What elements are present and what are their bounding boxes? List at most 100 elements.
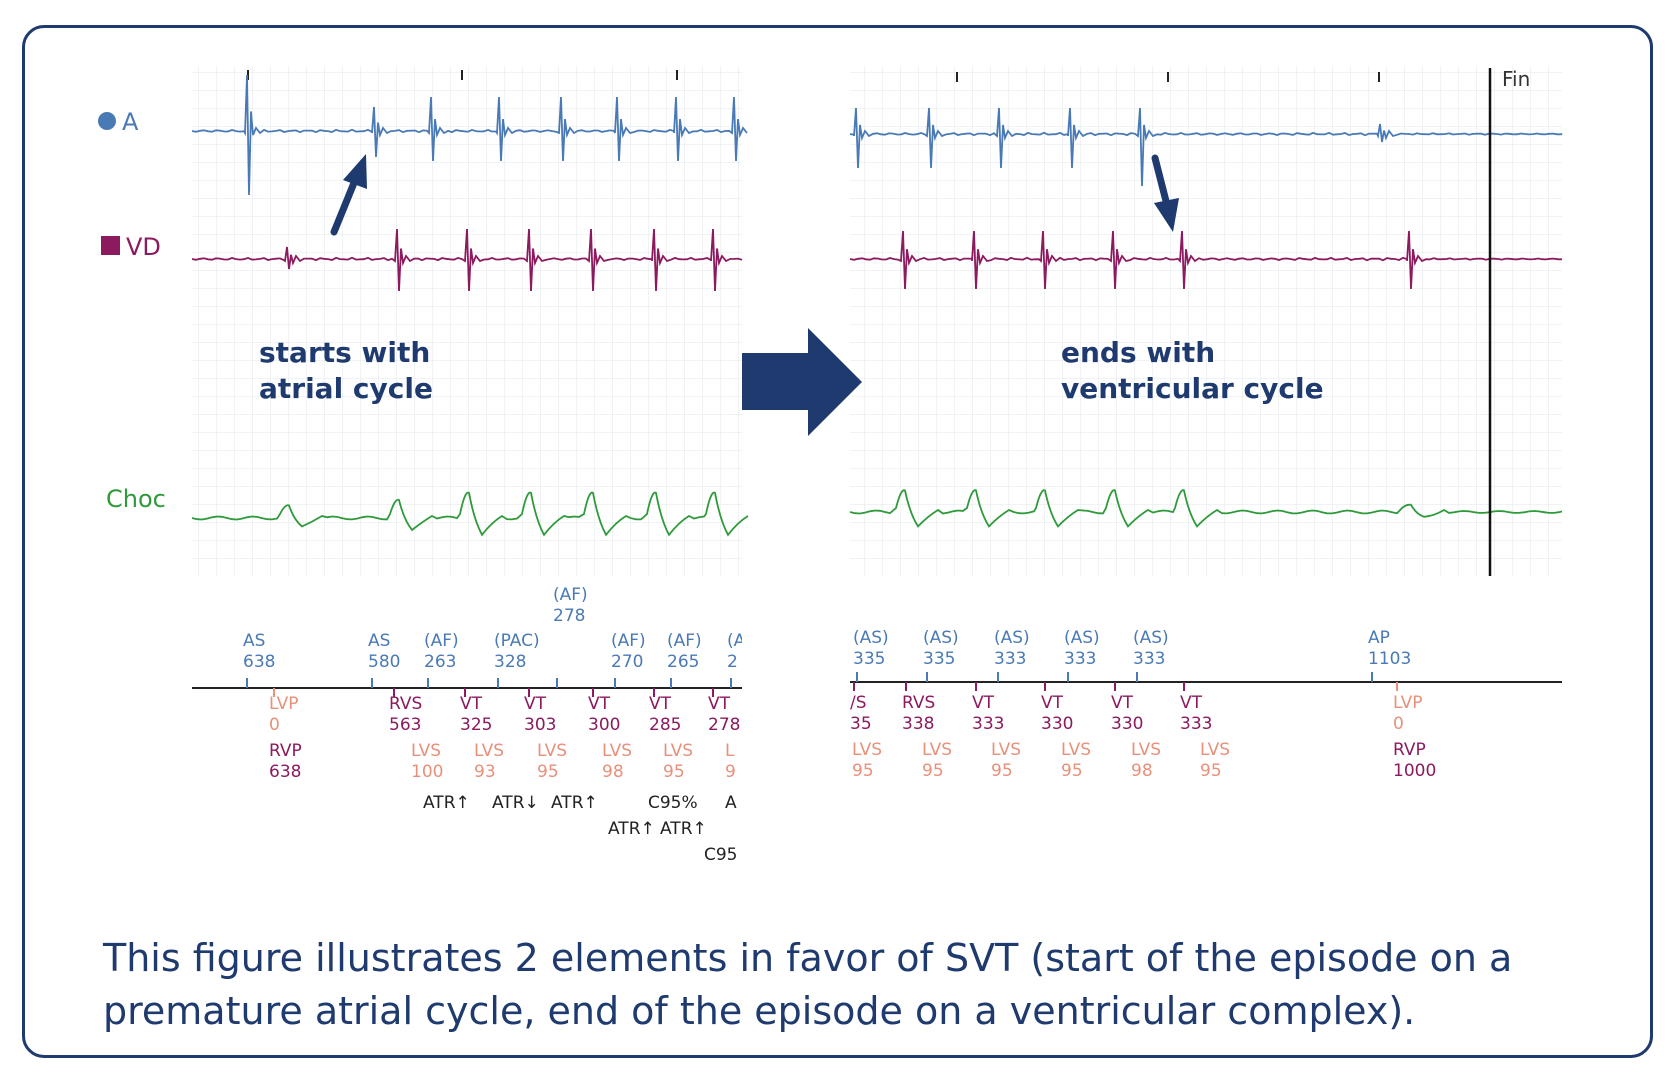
right-annotation-line1: ends with [1061,336,1215,369]
left-event-marker: ATR↑ [551,793,598,813]
left-ventricular-marker-label: VT [708,694,731,714]
down-arrow-icon [1151,154,1179,232]
right-ventricular-marker-value: 95 [1061,761,1083,781]
up-arrow-icon [330,154,367,236]
right-ventricular-trace [849,230,1562,290]
right-ventricular-marker-value: 330 [1111,714,1143,734]
left-event-marker: ATR↑ [608,819,655,839]
left-panel-clip [742,580,842,880]
episode-end-label: Fin [1502,67,1530,91]
left-atrial-trace [191,74,748,196]
left-marker-channel: AS638AS580(AF)263(PAC)328(AF)278(AF)270(… [243,580,842,880]
left-ventricular-marker-value: 98 [602,762,624,782]
right-annotation-line2: ventricular cycle [1061,372,1324,405]
right-ventricular-marker-value: 1000 [1393,761,1436,781]
left-ventricular-marker-value: 300 [588,715,620,735]
right-top-ticks [956,72,1380,82]
right-ventricular-marker-label: VT [1111,693,1134,713]
right-ventricular-marker-value: 0 [1393,714,1404,734]
left-ventricular-marker-value: 638 [269,762,301,782]
right-ventricular-marker-value: 338 [902,714,934,734]
right-ventricular-marker-label: LVP [1393,693,1422,713]
right-ventricular-marker-label: /S [850,693,867,713]
right-atrial-marker-label: (AS) [994,628,1030,648]
left-atrial-marker-value: 580 [368,652,400,672]
left-ventricular-marker-value: 303 [524,715,556,735]
right-shock-trace [849,489,1563,528]
right-atrial-marker-value: 335 [853,649,885,669]
right-ventricular-marker-label: LVS [852,740,882,760]
right-ventricular-marker-label: LVS [1061,740,1091,760]
left-event-marker: ATR↑ [423,793,470,813]
left-atrial-marker-value: 263 [424,652,456,672]
figure-caption: This figure illustrates 2 elements in fa… [103,936,1513,1033]
left-ventricular-marker-value: 0 [269,715,280,735]
right-ventricular-marker-label: VT [1041,693,1064,713]
a-channel-dot-icon [98,112,116,130]
left-ventricular-marker-label: LVS [537,741,567,761]
right-ventricular-marker-label: LVS [991,740,1021,760]
left-ventricular-marker-value: 325 [460,715,492,735]
choc-channel-label: Choc [106,485,166,513]
a-channel-label: A [122,108,139,136]
left-ventricular-marker-label: VT [649,694,672,714]
right-ventricular-marker-value: 35 [850,714,872,734]
right-ventricular-marker-label: RVP [1393,740,1426,760]
left-annotation-line2: atrial cycle [259,372,433,405]
left-event-marker: ATR↑ [660,819,707,839]
right-ventricular-marker-label: RVS [902,693,935,713]
right-grid [850,66,1562,576]
right-marker-channel: (AS)335(AS)335(AS)333(AS)333(AS)333AP110… [850,628,1436,781]
right-ventricular-marker-value: 95 [852,761,874,781]
right-ventricular-marker-value: 95 [991,761,1013,781]
left-ventricular-marker-value: 95 [663,762,685,782]
left-ventricular-marker-value: 100 [411,762,443,782]
left-atrial-marker-value: 265 [667,652,699,672]
left-ventricular-marker-label: LVS [474,741,504,761]
left-atrial-marker-value: 2 [727,652,738,672]
left-atrial-marker-value: 270 [611,652,643,672]
left-atrial-marker-label: (AF) [553,585,588,605]
left-annotation-line1: starts with [259,336,430,369]
transition-arrow-icon [742,328,862,436]
right-ventricular-marker-value: 330 [1041,714,1073,734]
left-atrial-marker-label: (AF) [424,631,459,651]
left-ventricular-trace [191,228,743,292]
right-ventricular-marker-label: LVS [1131,740,1161,760]
right-ventricular-marker-value: 333 [1180,714,1212,734]
left-ventricular-marker-label: VT [588,694,611,714]
left-atrial-marker-value: 328 [494,652,526,672]
left-ventricular-marker-label: VT [524,694,547,714]
vd-channel-label: VD [126,233,161,261]
left-atrial-marker-label: (A [727,631,746,651]
right-atrial-marker-label: (AS) [1133,628,1169,648]
right-atrial-marker-value: 333 [994,649,1026,669]
left-atrial-marker-label: (AF) [667,631,702,651]
left-event-marker: ATR↓ [492,793,539,813]
left-event-marker: C95 [704,845,738,865]
left-ventricular-marker-label: LVS [411,741,441,761]
right-atrial-marker-value: 333 [1064,649,1096,669]
left-ventricular-marker-value: 95 [537,762,559,782]
left-event-marker: C95% [648,793,698,813]
left-ventricular-marker-label: VT [460,694,483,714]
right-ventricular-marker-label: LVS [922,740,952,760]
left-ventricular-marker-value: 93 [474,762,496,782]
right-atrial-marker-value: 1103 [1368,649,1411,669]
left-ventricular-marker-label: LVS [663,741,693,761]
left-ventricular-marker-value: 563 [389,715,421,735]
right-atrial-marker-label: (AS) [1064,628,1100,648]
right-ventricular-marker-value: 333 [972,714,1004,734]
left-atrial-marker-label: AS [243,631,265,651]
left-event-marker: A [725,793,737,813]
vd-channel-square-icon [101,236,120,255]
right-atrial-marker-value: 333 [1133,649,1165,669]
left-top-ticks [247,70,678,80]
right-ventricular-marker-label: VT [1180,693,1203,713]
right-ventricular-marker-value: 95 [1200,761,1222,781]
left-ventricular-marker-label: LVS [602,741,632,761]
left-atrial-marker-value: 638 [243,652,275,672]
left-ventricular-marker-value: 278 [708,715,740,735]
left-atrial-marker-label: (AF) [611,631,646,651]
